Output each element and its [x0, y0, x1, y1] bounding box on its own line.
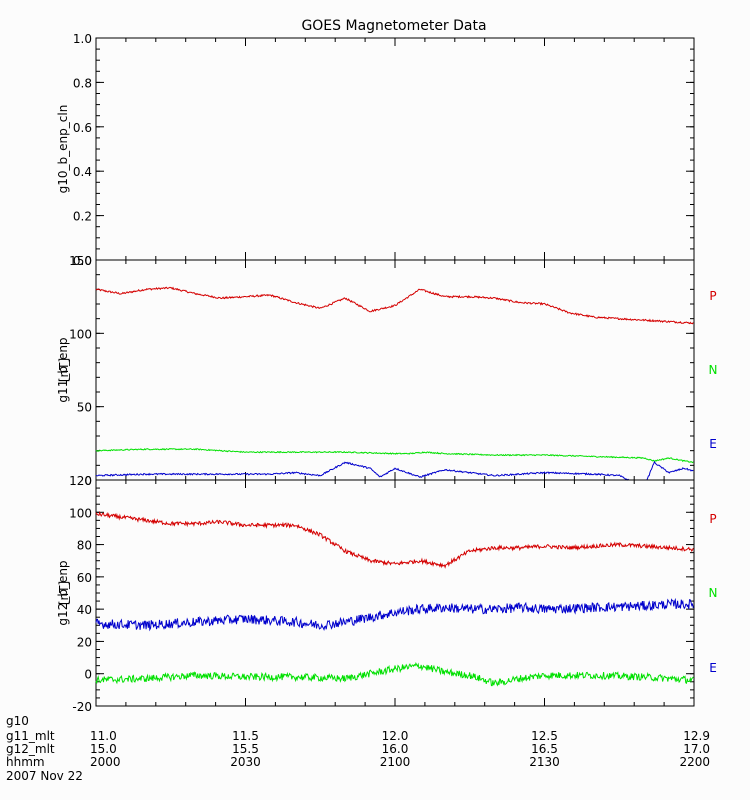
x-tick-label: 16.5	[531, 742, 558, 756]
y-tick-label: 80	[77, 539, 92, 553]
x-tick-label: 12.0	[382, 729, 409, 743]
y-tick-label: 0	[84, 668, 92, 682]
panel-1: 0.0 0.2 0.4 0.6 0.8 1.0 g10_b_enp_cln	[56, 32, 695, 268]
legend-N: N	[709, 363, 718, 377]
y-axis-unit: [nT]	[57, 358, 71, 382]
x-tick-label: 17.0	[683, 742, 710, 756]
y-tick-label: 100	[69, 327, 92, 341]
x-tick-label: 2200	[679, 755, 710, 769]
series-line-E	[95, 597, 694, 632]
legend-E: E	[709, 661, 717, 675]
y-tick-label: 0.0	[73, 254, 92, 268]
series-line-E	[95, 460, 694, 481]
x-tick-label: 2130	[529, 755, 560, 769]
y-tick-label: 60	[77, 571, 92, 585]
legend-P: P	[709, 512, 716, 526]
y-tick-label: 0.6	[73, 121, 92, 135]
series-line-N	[95, 447, 694, 464]
series-line-P	[95, 286, 694, 325]
x-row-label: g11_mlt	[6, 729, 55, 743]
legend-E: E	[709, 437, 717, 451]
y-tick-label: 150	[69, 254, 92, 268]
series-line-N	[95, 661, 694, 687]
y-axis-label: g12_b_enp	[56, 560, 70, 625]
y-tick-label: 1.0	[73, 32, 92, 46]
date-label: 2007 Nov 22	[6, 769, 83, 783]
y-tick-label: 0.8	[73, 76, 92, 90]
x-row-label: g12_mlt	[6, 742, 55, 756]
x-row-label: hhmm	[6, 755, 45, 769]
x-tick-label: 2030	[230, 755, 261, 769]
y-tick-label: 40	[77, 603, 92, 617]
y-axis-label: g11_b_enp	[56, 337, 70, 402]
x-tick-label: 11.5	[232, 729, 259, 743]
x-row-label: g10	[6, 714, 29, 728]
x-tick-label: 2100	[380, 755, 411, 769]
y-tick-label: 100	[69, 506, 92, 520]
x-tick-label: 15.5	[232, 742, 259, 756]
legend-P: P	[709, 289, 716, 303]
y-tick-label: 0.4	[73, 165, 92, 179]
y-tick-label: -20	[72, 700, 92, 714]
panel-3: -20 0 20 40 60 80 100 120 g12_b_enp[nT] P N E	[56, 474, 717, 714]
x-tick-label: 2000	[90, 755, 121, 769]
legend-N: N	[709, 586, 718, 600]
chart-title: GOES Magnetometer Data	[301, 18, 486, 34]
x-tick-label: 15.0	[90, 742, 117, 756]
x-tick-label: 12.5	[531, 729, 558, 743]
y-tick-label: 120	[69, 474, 92, 488]
panels: 0.0 0.2 0.4 0.6 0.8 1.0 g10_b_enp_cln 0 50 100 150…	[56, 32, 717, 714]
y-tick-label: 50	[77, 401, 92, 415]
x-tick-label: 11.0	[90, 729, 117, 743]
y-tick-label: 0.2	[73, 210, 92, 224]
series-line-P	[95, 511, 694, 569]
y-axis-unit: [nT]	[57, 581, 71, 605]
x-tick-label: 16.0	[382, 742, 409, 756]
y-axis-label: g10_b_enp_cln	[56, 105, 70, 194]
y-tick-label: 0	[84, 474, 92, 488]
x-tick-label: 12.9	[683, 729, 710, 743]
y-tick-label: 20	[77, 635, 92, 649]
